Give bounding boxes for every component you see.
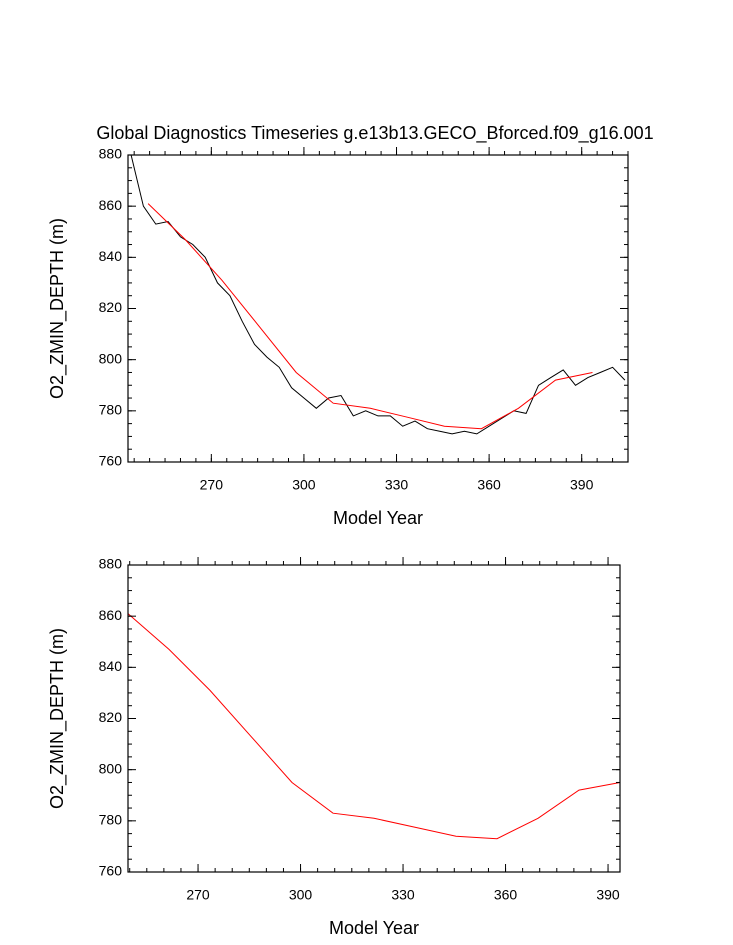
data-line bbox=[127, 613, 621, 840]
x-tick-label: 390 bbox=[570, 477, 594, 493]
y-tick-label: 820 bbox=[99, 299, 123, 315]
x-tick-label: 330 bbox=[391, 887, 415, 903]
y-tick-label: 880 bbox=[99, 146, 123, 162]
y-tick-label: 840 bbox=[99, 658, 123, 674]
x-tick-label: 300 bbox=[292, 477, 316, 493]
chart-title: Global Diagnostics Timeseries g.e13b13.G… bbox=[96, 123, 653, 144]
data-line bbox=[130, 154, 626, 435]
y-tick-label: 800 bbox=[99, 350, 123, 366]
y-axis-label: O2_ZMIN_DEPTH (m) bbox=[47, 218, 68, 399]
data-line bbox=[147, 203, 593, 430]
y-tick-label: 760 bbox=[99, 453, 123, 469]
y-tick-label: 780 bbox=[99, 402, 123, 418]
y-tick-label: 820 bbox=[99, 709, 123, 725]
x-tick-label: 270 bbox=[200, 477, 224, 493]
y-tick-label: 840 bbox=[99, 248, 123, 264]
y-tick-label: 880 bbox=[99, 556, 123, 572]
plot-frame bbox=[127, 154, 629, 463]
x-tick-label: 270 bbox=[186, 887, 210, 903]
y-tick-label: 860 bbox=[99, 607, 123, 623]
plot-frame bbox=[127, 564, 621, 873]
y-tick-label: 780 bbox=[99, 812, 123, 828]
x-axis-label: Model Year bbox=[329, 918, 419, 938]
x-tick-label: 390 bbox=[596, 887, 620, 903]
y-tick-label: 800 bbox=[99, 760, 123, 776]
y-tick-label: 760 bbox=[99, 863, 123, 879]
x-tick-label: 300 bbox=[289, 887, 313, 903]
y-tick-label: 860 bbox=[99, 197, 123, 213]
x-tick-label: 360 bbox=[494, 887, 518, 903]
x-tick-label: 360 bbox=[477, 477, 501, 493]
y-axis-label: O2_ZMIN_DEPTH (m) bbox=[47, 628, 68, 809]
x-tick-label: 330 bbox=[385, 477, 409, 493]
x-axis-label: Model Year bbox=[333, 508, 423, 528]
